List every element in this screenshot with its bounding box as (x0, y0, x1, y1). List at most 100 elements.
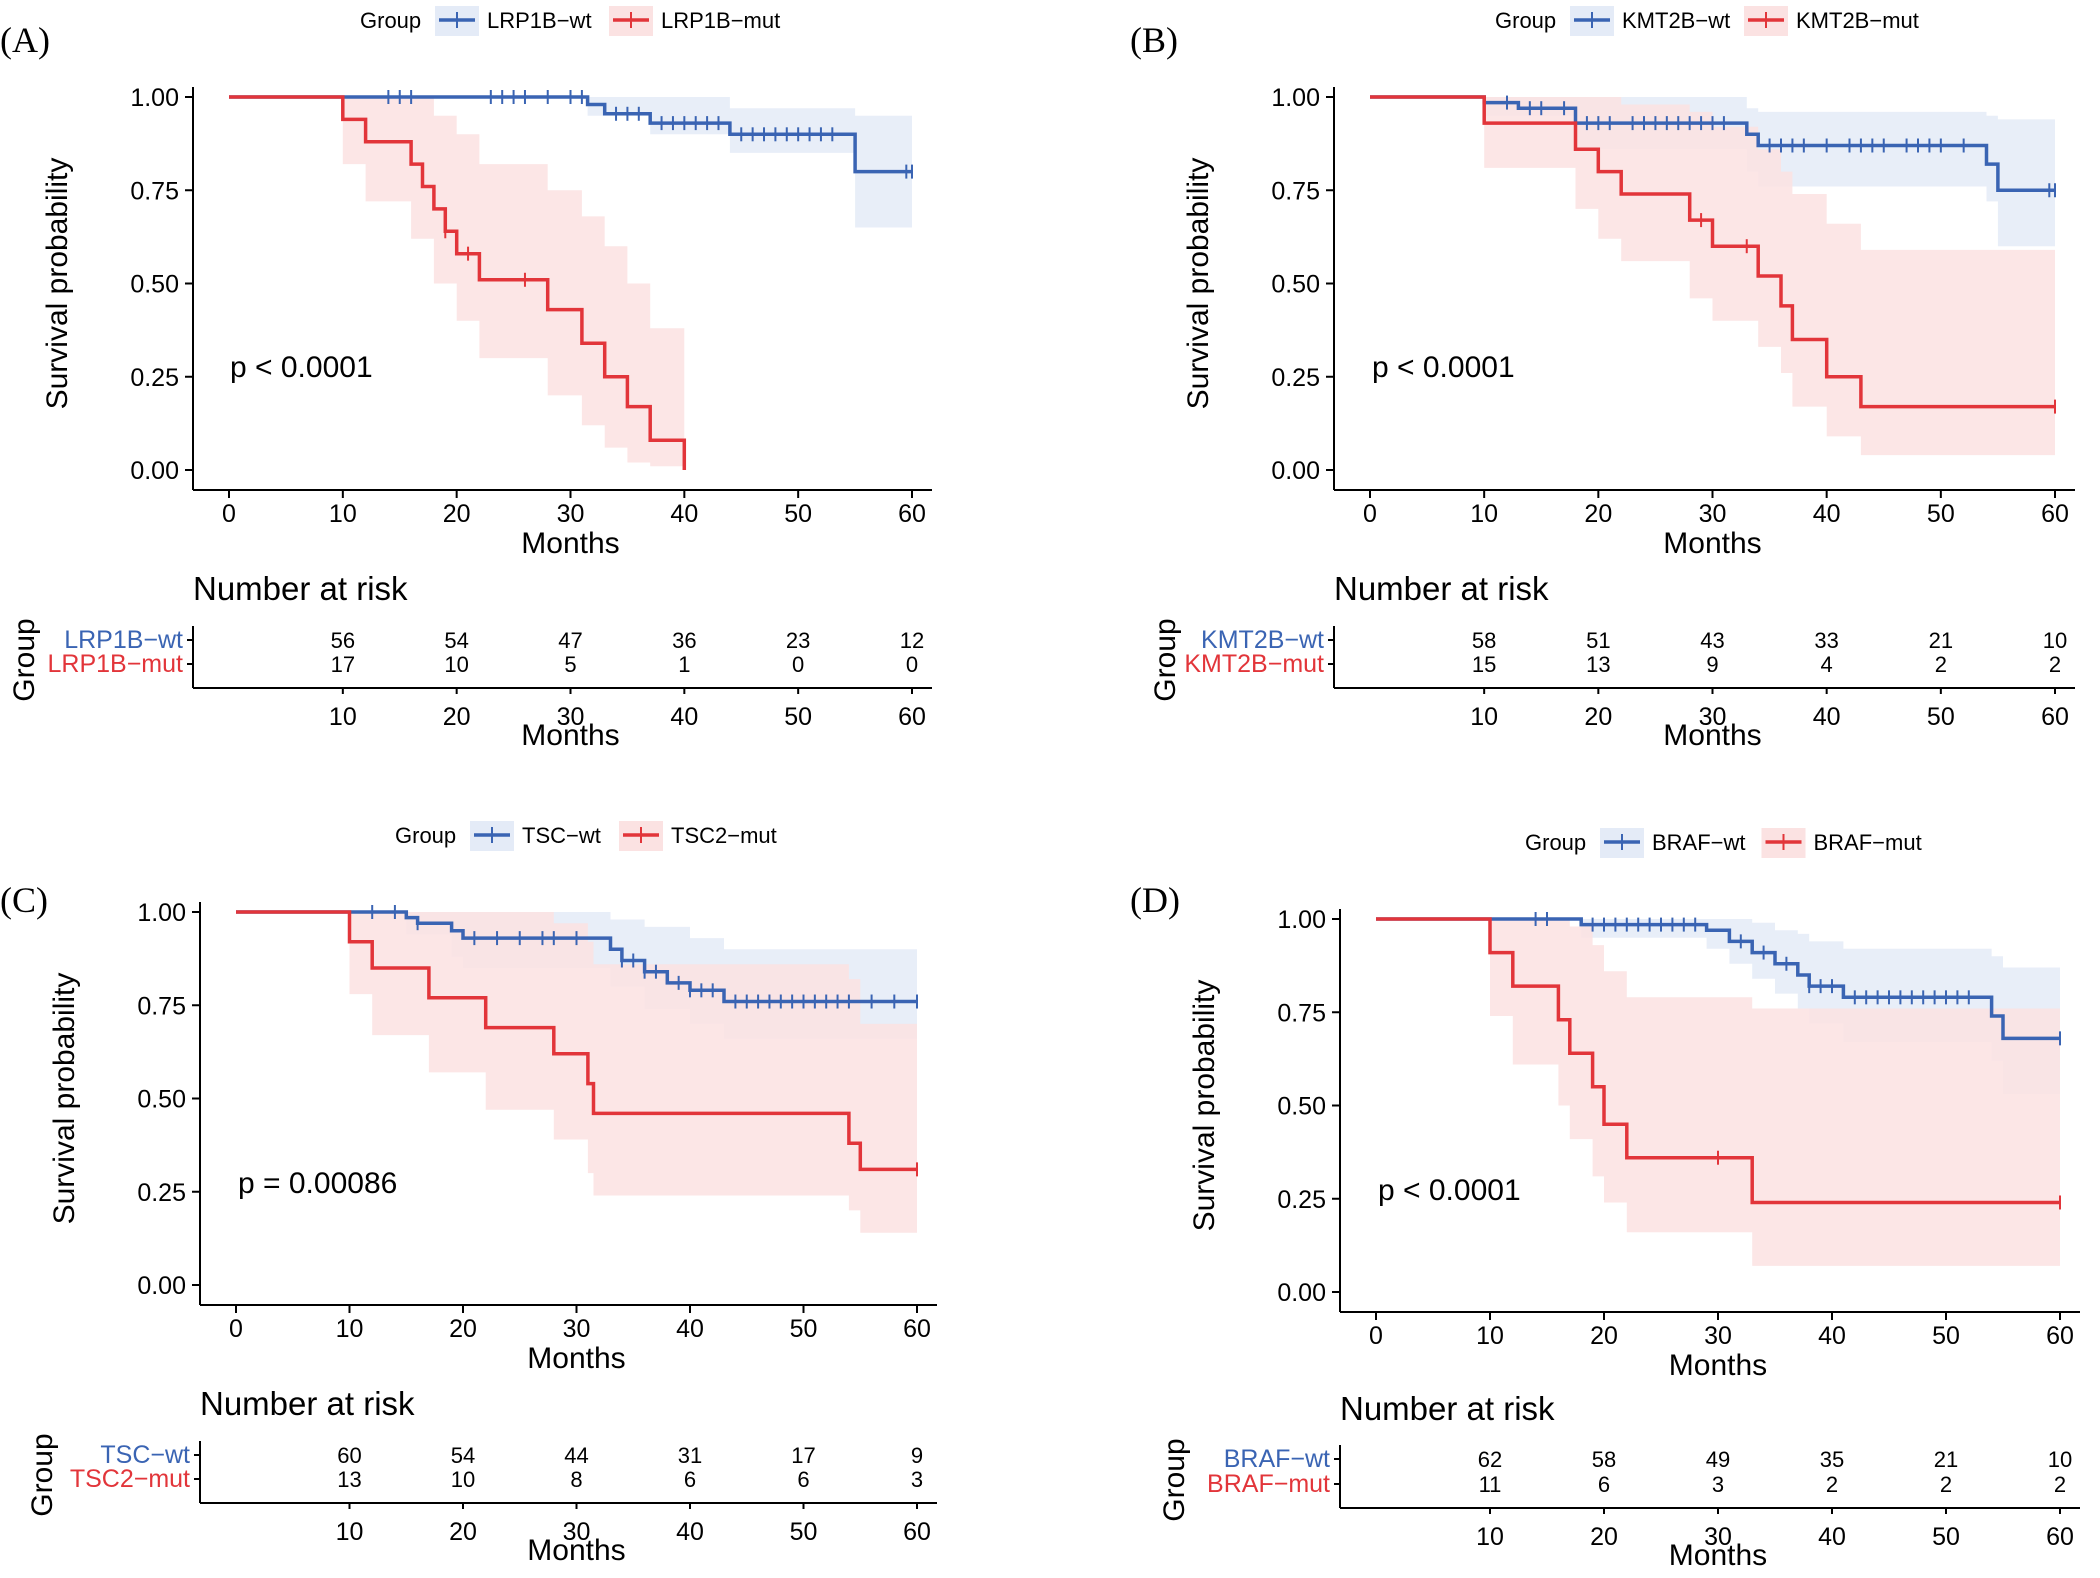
y-tick-label: 0.75 (1271, 177, 1320, 205)
risk-count: 36 (672, 628, 696, 653)
risk-row-label: LRP1B−mut (48, 650, 184, 678)
risk-x-tick-label: 10 (1476, 1523, 1504, 1551)
panel-label: (C) (0, 880, 48, 920)
legend: Group BRAF−wt BRAF−mut (1525, 828, 1922, 858)
x-axis-title: Months (527, 1342, 625, 1375)
risk-x-axis-title: Months (1663, 719, 1761, 752)
risk-group-label: Group (8, 618, 41, 701)
risk-count: 6 (1598, 1472, 1610, 1497)
y-tick-label: 0.25 (137, 1179, 186, 1207)
risk-count: 33 (1814, 628, 1838, 653)
risk-x-tick-label: 30 (1704, 1523, 1732, 1551)
x-tick-label: 20 (449, 1315, 477, 1343)
risk-x-tick-label: 10 (329, 703, 357, 731)
risk-count: 5 (564, 652, 576, 677)
risk-count: 2 (1940, 1472, 1952, 1497)
risk-group-label: Group (26, 1433, 59, 1516)
p-value: p < 0.0001 (1372, 351, 1515, 384)
legend: Group KMT2B−wt KMT2B−mut (1495, 6, 1919, 36)
risk-x-tick-label: 30 (557, 703, 585, 731)
risk-count: 56 (331, 628, 355, 653)
ci-band-wt (1370, 97, 2055, 247)
x-tick-label: 10 (336, 1315, 364, 1343)
y-tick-label: 0.00 (137, 1272, 186, 1300)
y-tick-label: 0.50 (1271, 271, 1320, 299)
survival-curve-mut (1370, 95, 2055, 409)
risk-x-tick-label: 40 (1813, 703, 1841, 731)
x-tick-label: 50 (784, 500, 812, 528)
panel-a: (A) Group LRP1B−wt LRP1B−mut0.000.250.500.7… (0, 6, 932, 752)
risk-x-axis-title: Months (527, 1534, 625, 1567)
x-tick-label: 30 (557, 500, 585, 528)
risk-count: 6 (797, 1467, 809, 1492)
y-axis-title: Survival probability (41, 158, 74, 410)
legend-entry: KMT2B−mut (1796, 8, 1919, 33)
legend-entry: KMT2B−wt (1622, 8, 1730, 33)
risk-x-tick-label: 50 (1932, 1523, 1960, 1551)
risk-count: 17 (791, 1443, 815, 1468)
risk-count: 0 (792, 652, 804, 677)
risk-count: 3 (911, 1467, 923, 1492)
risk-count: 10 (451, 1467, 475, 1492)
y-axis-title: Survival probability (48, 973, 81, 1225)
risk-count: 54 (451, 1443, 475, 1468)
x-tick-label: 40 (1813, 500, 1841, 528)
risk-count: 10 (2048, 1447, 2072, 1472)
x-tick-label: 60 (2041, 500, 2069, 528)
risk-count: 2 (2054, 1472, 2066, 1497)
x-tick-label: 0 (1369, 1322, 1383, 1350)
risk-x-tick-label: 50 (1927, 703, 1955, 731)
x-tick-label: 30 (1699, 500, 1727, 528)
x-tick-label: 60 (903, 1315, 931, 1343)
y-tick-label: 0.75 (137, 992, 186, 1020)
risk-x-tick-label: 60 (2046, 1523, 2074, 1551)
risk-x-tick-label: 40 (676, 1518, 704, 1546)
ci-band-mut (1370, 97, 2055, 456)
risk-count: 31 (678, 1443, 702, 1468)
legend-entry: TSC−wt (522, 823, 601, 848)
risk-table-title: Number at risk (1340, 1390, 1555, 1427)
survival-curve-wt (1370, 95, 2055, 193)
risk-count: 54 (444, 628, 468, 653)
y-tick-label: 0.00 (1271, 457, 1320, 485)
risk-count: 21 (1934, 1447, 1958, 1472)
risk-x-tick-label: 10 (336, 1518, 364, 1546)
risk-count: 15 (1472, 652, 1496, 677)
risk-x-tick-label: 10 (1470, 703, 1498, 731)
panel-c: (C)Group TSC−wt TSC2−mut0.000.250.500.751.… (0, 821, 937, 1567)
x-tick-label: 60 (898, 500, 926, 528)
y-tick-label: 0.25 (1271, 364, 1320, 392)
x-tick-label: 0 (1363, 500, 1377, 528)
y-tick-label: 1.00 (137, 899, 186, 927)
x-tick-label: 30 (563, 1315, 591, 1343)
risk-count: 13 (337, 1467, 361, 1492)
risk-count: 58 (1472, 628, 1496, 653)
risk-table-title: Number at risk (1334, 570, 1549, 607)
x-axis-title: Months (521, 527, 619, 560)
x-tick-label: 40 (1818, 1322, 1846, 1350)
risk-x-tick-label: 40 (1818, 1523, 1846, 1551)
x-tick-label: 20 (1590, 1322, 1618, 1350)
y-tick-label: 0.50 (1277, 1093, 1326, 1121)
risk-x-tick-label: 30 (1699, 703, 1727, 731)
ci-band-mut (229, 97, 685, 470)
risk-count: 60 (337, 1443, 361, 1468)
p-value: p = 0.00086 (238, 1167, 397, 1200)
y-tick-label: 0.50 (130, 271, 179, 299)
legend-title: Group (1495, 8, 1556, 33)
risk-x-tick-label: 60 (903, 1518, 931, 1546)
risk-x-tick-label: 20 (1584, 703, 1612, 731)
legend: Group LRP1B−wt LRP1B−mut (360, 6, 780, 36)
risk-count: 4 (1821, 652, 1833, 677)
x-axis-title: Months (1663, 527, 1761, 560)
risk-count: 2 (2049, 652, 2061, 677)
panel-label: (B) (1130, 20, 1178, 60)
risk-x-tick-label: 50 (790, 1518, 818, 1546)
risk-count: 9 (911, 1443, 923, 1468)
risk-count: 6 (684, 1467, 696, 1492)
y-tick-label: 1.00 (1277, 906, 1326, 934)
legend-entry: TSC2−mut (671, 823, 777, 848)
x-tick-label: 20 (443, 500, 471, 528)
x-tick-label: 10 (1470, 500, 1498, 528)
x-axis-title: Months (1669, 1349, 1767, 1382)
